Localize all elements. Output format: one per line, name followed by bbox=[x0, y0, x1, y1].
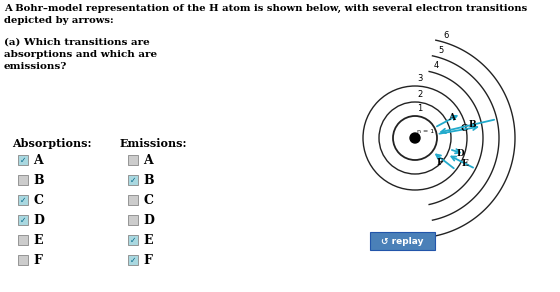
Text: C: C bbox=[143, 194, 153, 206]
Text: F: F bbox=[143, 253, 152, 267]
Text: D: D bbox=[457, 149, 465, 158]
Text: n = 1: n = 1 bbox=[417, 129, 434, 134]
Bar bbox=[128, 175, 138, 185]
Text: 4: 4 bbox=[433, 61, 438, 70]
Circle shape bbox=[410, 133, 420, 143]
Text: 2: 2 bbox=[417, 90, 422, 99]
Text: ✓: ✓ bbox=[130, 256, 136, 265]
Bar bbox=[18, 215, 28, 225]
Text: E: E bbox=[143, 234, 152, 246]
Bar bbox=[128, 255, 138, 265]
Text: E: E bbox=[462, 159, 469, 168]
Text: ✓: ✓ bbox=[20, 196, 26, 204]
Text: depicted by arrows:: depicted by arrows: bbox=[4, 16, 114, 25]
Bar bbox=[128, 215, 138, 225]
Text: ✓: ✓ bbox=[130, 175, 136, 185]
Text: B: B bbox=[469, 120, 477, 128]
Text: F: F bbox=[33, 253, 42, 267]
Text: F: F bbox=[437, 158, 444, 167]
Text: D: D bbox=[143, 213, 154, 227]
Bar bbox=[18, 255, 28, 265]
Bar bbox=[128, 195, 138, 205]
Text: Emissions:: Emissions: bbox=[120, 138, 188, 149]
Text: absorptions and which are: absorptions and which are bbox=[4, 50, 157, 59]
Text: ✓: ✓ bbox=[130, 236, 136, 244]
Text: Absorptions:: Absorptions: bbox=[12, 138, 91, 149]
Text: A: A bbox=[143, 154, 153, 166]
Text: A Bohr–model representation of the H atom is shown below, with several electron : A Bohr–model representation of the H ato… bbox=[4, 4, 528, 13]
Bar bbox=[18, 175, 28, 185]
Text: B: B bbox=[143, 173, 153, 187]
Text: C: C bbox=[461, 124, 468, 133]
Text: 6: 6 bbox=[443, 31, 449, 40]
Text: 5: 5 bbox=[438, 46, 444, 55]
Text: D: D bbox=[33, 213, 44, 227]
Text: ↺ replay: ↺ replay bbox=[381, 237, 424, 246]
Text: 1: 1 bbox=[417, 104, 422, 113]
Text: E: E bbox=[33, 234, 43, 246]
Text: B: B bbox=[33, 173, 44, 187]
Text: 3: 3 bbox=[417, 74, 422, 83]
Text: A: A bbox=[33, 154, 43, 166]
Text: emissions?: emissions? bbox=[4, 62, 67, 71]
Bar bbox=[18, 155, 28, 165]
Text: C: C bbox=[33, 194, 43, 206]
Bar bbox=[18, 235, 28, 245]
Text: ✓: ✓ bbox=[20, 156, 26, 164]
Text: (a) Which transitions are: (a) Which transitions are bbox=[4, 38, 150, 47]
Bar bbox=[128, 235, 138, 245]
Bar bbox=[370, 232, 435, 250]
Text: A: A bbox=[448, 113, 455, 122]
Text: ✓: ✓ bbox=[20, 215, 26, 225]
Bar bbox=[128, 155, 138, 165]
Bar bbox=[18, 195, 28, 205]
